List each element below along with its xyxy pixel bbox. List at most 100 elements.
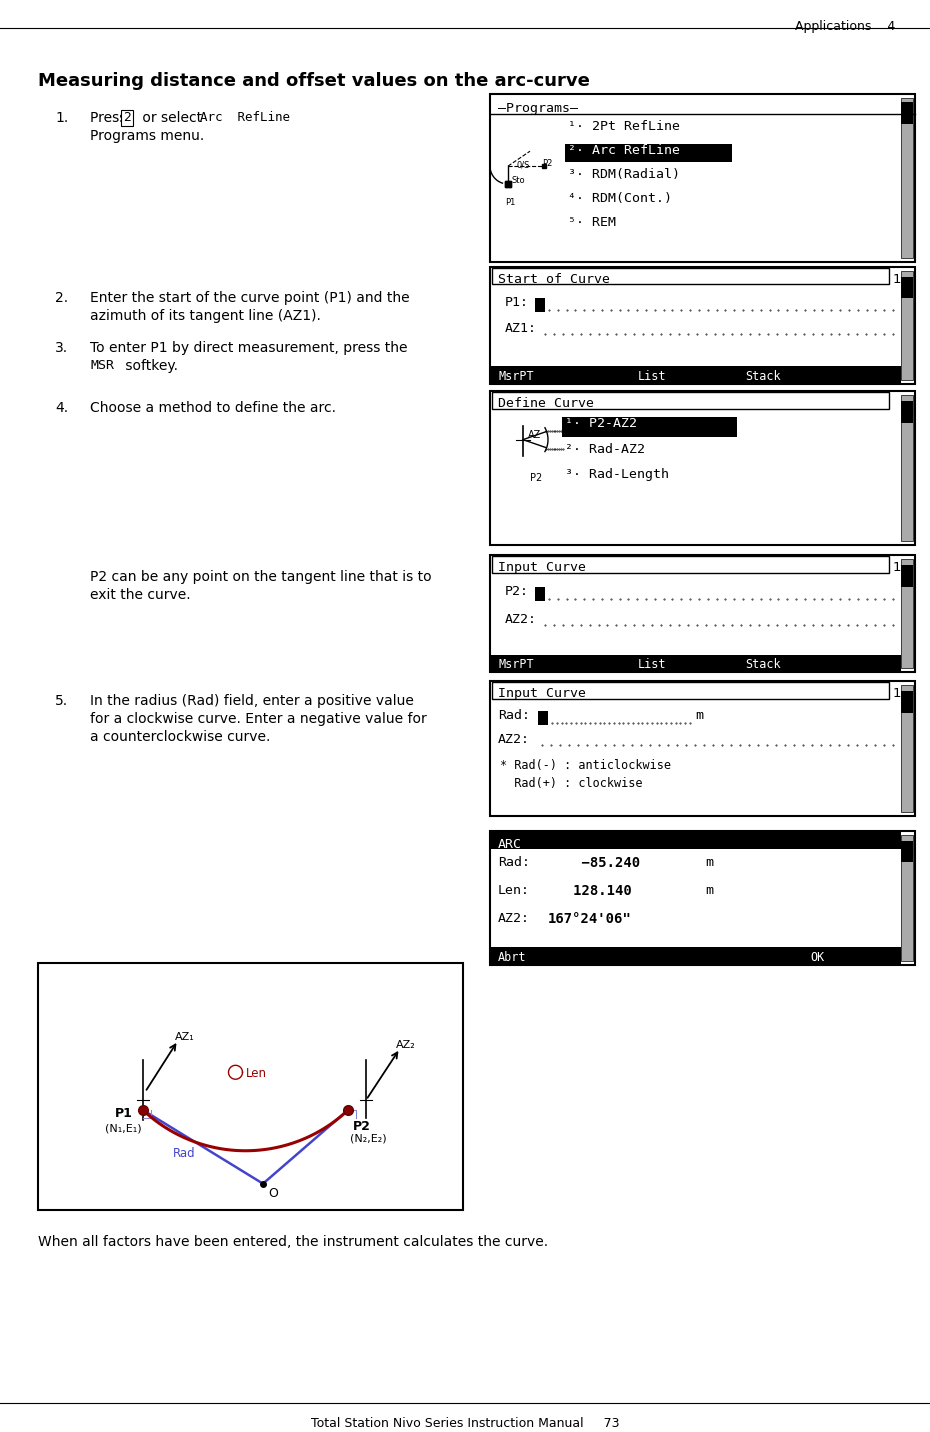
Text: a counterclockwise curve.: a counterclockwise curve. xyxy=(90,730,271,745)
Text: 5.: 5. xyxy=(55,695,68,709)
Bar xyxy=(901,99,913,258)
Text: To enter P1 by direct measurement, press the: To enter P1 by direct measurement, press… xyxy=(90,341,407,355)
Text: AZ₂: AZ₂ xyxy=(396,1041,416,1051)
Text: AZ2:: AZ2: xyxy=(498,912,530,925)
Text: 3.: 3. xyxy=(55,341,68,355)
Text: Stack: Stack xyxy=(745,369,780,382)
Text: P1: P1 xyxy=(115,1107,133,1120)
Text: OK: OK xyxy=(810,951,824,964)
Text: azimuth of its tangent line (AZ1).: azimuth of its tangent line (AZ1). xyxy=(90,309,321,324)
Text: Applications    4: Applications 4 xyxy=(795,20,896,33)
Text: 2: 2 xyxy=(123,112,131,125)
Text: 4.: 4. xyxy=(55,401,68,415)
Text: P2: P2 xyxy=(530,474,542,484)
Bar xyxy=(491,832,901,849)
Bar xyxy=(492,556,889,573)
Text: −85.240: −85.240 xyxy=(548,856,640,871)
Bar xyxy=(901,841,913,862)
Text: Choose a method to define the arc.: Choose a method to define the arc. xyxy=(90,401,336,415)
Text: List: List xyxy=(638,659,667,672)
Text: 167°24'06": 167°24'06" xyxy=(548,912,631,927)
Text: —Programs—: —Programs— xyxy=(498,103,578,116)
Text: Press: Press xyxy=(90,112,131,126)
Text: Rad:: Rad: xyxy=(498,856,530,869)
Bar xyxy=(901,835,913,961)
Bar xyxy=(538,712,548,725)
Bar xyxy=(535,587,545,601)
Text: ARC: ARC xyxy=(498,838,522,851)
Text: or select: or select xyxy=(138,112,206,126)
Text: Define Curve: Define Curve xyxy=(498,397,594,410)
Bar xyxy=(565,145,732,162)
Text: Arc  RefLine: Arc RefLine xyxy=(200,112,290,125)
Text: m: m xyxy=(705,856,713,869)
Text: m: m xyxy=(705,885,713,898)
Text: MSR: MSR xyxy=(90,359,114,372)
Text: List: List xyxy=(638,369,667,382)
Text: P1: P1 xyxy=(505,198,515,208)
Text: Rad: Rad xyxy=(173,1147,195,1160)
Bar xyxy=(490,831,915,965)
Text: * Rad(-) : anticlockwise: * Rad(-) : anticlockwise xyxy=(500,759,671,772)
Text: In the radius (Rad) field, enter a positive value: In the radius (Rad) field, enter a posit… xyxy=(90,695,414,709)
Text: AZ₁: AZ₁ xyxy=(175,1032,194,1042)
Bar xyxy=(490,556,915,673)
Bar xyxy=(901,401,913,422)
Text: Input Curve: Input Curve xyxy=(498,687,586,700)
Bar xyxy=(562,417,737,437)
Text: ²· Rad-AZ2: ²· Rad-AZ2 xyxy=(565,442,645,455)
Bar xyxy=(490,391,915,546)
Text: Programs menu.: Programs menu. xyxy=(90,129,205,143)
Text: m: m xyxy=(695,709,703,722)
Text: MsrPT: MsrPT xyxy=(498,659,534,672)
Text: Sto: Sto xyxy=(511,176,525,185)
Bar xyxy=(901,692,913,713)
Text: ¹· P2-AZ2: ¹· P2-AZ2 xyxy=(565,417,637,430)
Bar xyxy=(490,95,915,262)
Text: 128.140: 128.140 xyxy=(548,885,631,898)
Text: ³· Rad-Length: ³· Rad-Length xyxy=(565,468,669,481)
Text: softkey.: softkey. xyxy=(121,359,178,374)
Text: for a clockwise curve. Enter a negative value for: for a clockwise curve. Enter a negative … xyxy=(90,712,427,726)
Text: 1: 1 xyxy=(893,687,901,700)
Bar xyxy=(901,271,913,379)
Text: Len:: Len: xyxy=(498,885,530,898)
Text: Abrt: Abrt xyxy=(498,951,526,964)
Bar xyxy=(491,947,901,965)
Text: exit the curve.: exit the curve. xyxy=(90,589,191,601)
Text: P2: P2 xyxy=(353,1120,371,1133)
Bar xyxy=(492,268,889,285)
Text: 1: 1 xyxy=(893,561,901,574)
Bar xyxy=(901,276,913,298)
Text: ³· RDM(Radial): ³· RDM(Radial) xyxy=(568,168,680,180)
Text: P2 can be any point on the tangent line that is to: P2 can be any point on the tangent line … xyxy=(90,570,432,584)
Bar xyxy=(901,103,913,125)
Text: Input Curve: Input Curve xyxy=(498,561,586,574)
Bar xyxy=(901,558,913,669)
Text: Len: Len xyxy=(246,1067,267,1080)
Text: 1.: 1. xyxy=(55,112,68,126)
Text: ⁴· RDM(Cont.): ⁴· RDM(Cont.) xyxy=(568,192,672,205)
Text: (N₁,E₁): (N₁,E₁) xyxy=(105,1124,141,1134)
Text: P2:: P2: xyxy=(505,584,529,599)
Bar xyxy=(38,962,463,1210)
Text: Start of Curve: Start of Curve xyxy=(498,272,610,285)
Text: Rad(+) : clockwise: Rad(+) : clockwise xyxy=(500,776,643,790)
Text: ¹· 2Pt RefLine: ¹· 2Pt RefLine xyxy=(568,120,680,133)
Bar xyxy=(492,392,889,408)
Bar xyxy=(901,395,913,541)
Text: Total Station Nivo Series Instruction Manual     73: Total Station Nivo Series Instruction Ma… xyxy=(311,1418,619,1431)
Bar xyxy=(490,367,901,384)
Bar xyxy=(490,682,915,816)
Text: ²· Arc RefLine: ²· Arc RefLine xyxy=(568,145,680,158)
Text: 1: 1 xyxy=(893,272,901,285)
Text: (N₂,E₂): (N₂,E₂) xyxy=(350,1134,387,1144)
Bar xyxy=(490,266,915,384)
Text: 2.: 2. xyxy=(55,292,68,305)
Bar xyxy=(901,686,913,812)
Text: 0/S: 0/S xyxy=(516,160,529,169)
Text: AZ2:: AZ2: xyxy=(505,613,537,626)
Text: MsrPT: MsrPT xyxy=(498,369,534,382)
Text: AZ: AZ xyxy=(528,430,541,440)
Bar xyxy=(490,654,901,673)
